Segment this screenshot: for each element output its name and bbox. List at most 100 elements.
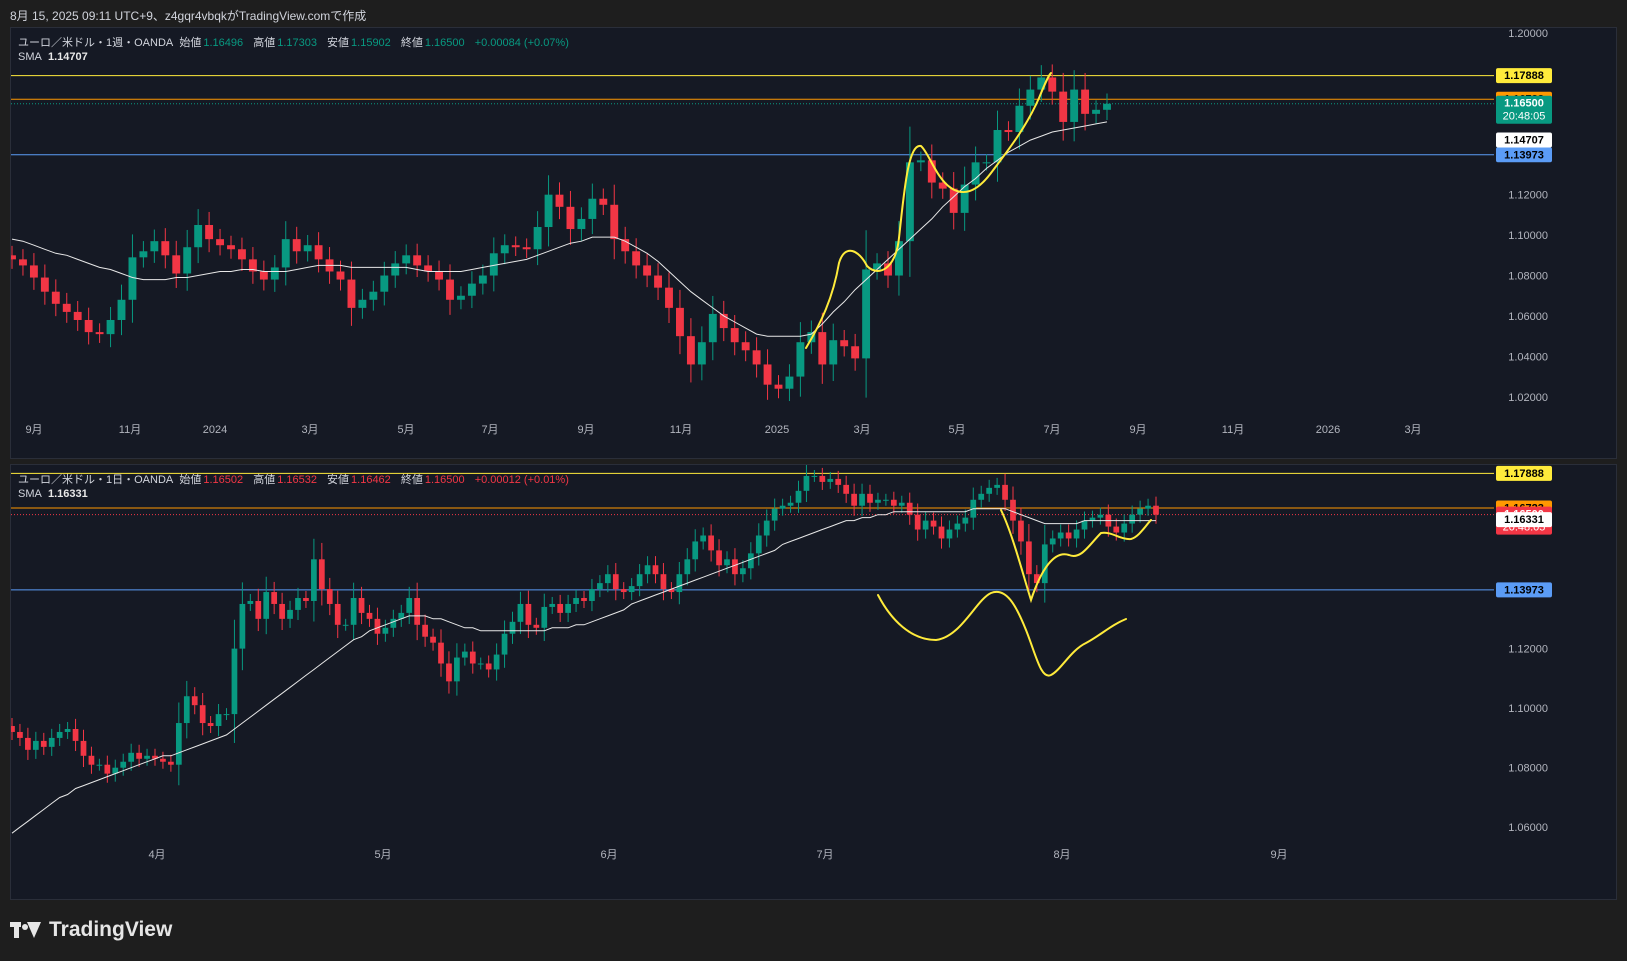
candle-body <box>62 303 71 312</box>
price-tag-label: 1.17888 <box>1504 468 1544 480</box>
candle-body <box>946 529 953 539</box>
candle-body <box>144 755 150 759</box>
candle-body <box>88 755 95 765</box>
y-tick-label: 1.10000 <box>1508 230 1548 242</box>
daily-sma-legend: SMA 1.16331 <box>18 488 88 500</box>
candle-body <box>342 624 349 626</box>
candle-body <box>358 299 367 308</box>
candle-body <box>382 627 389 634</box>
candle-body <box>1113 526 1120 533</box>
candle-body <box>740 568 746 575</box>
candle-body <box>1073 529 1080 539</box>
candle-body <box>406 598 413 613</box>
candle-body <box>172 255 181 274</box>
candle-body <box>161 241 170 256</box>
x-tick-label: 7月 <box>481 424 498 436</box>
candle-body <box>80 740 87 756</box>
candle-body <box>898 502 905 506</box>
candle-body <box>369 291 378 300</box>
price-tag-label: 1.16331 <box>1504 514 1544 526</box>
daily-chart-pane[interactable]: ユーロ／米ドル・1日・OANDA 始値 1.16502 高値 1.16532 安値 1… <box>10 464 1617 900</box>
candle-body <box>128 752 135 762</box>
candle-body <box>270 267 279 280</box>
price-scale-tag <box>1496 582 1552 598</box>
candle-body <box>763 364 772 385</box>
candle-body <box>96 764 103 766</box>
candle-body <box>632 251 641 266</box>
candle-body <box>227 245 235 250</box>
candle-body <box>336 271 345 280</box>
x-tick-label: 11月 <box>670 424 692 436</box>
candle-body <box>752 350 761 365</box>
candle-body <box>1015 105 1024 133</box>
candle-body <box>922 520 929 530</box>
candle-body <box>314 245 323 260</box>
candle-body <box>263 592 270 619</box>
candle-body <box>1010 499 1016 521</box>
y-tick-label: 1.20000 <box>1508 28 1548 40</box>
candle-body <box>1026 541 1032 575</box>
candle-body <box>1026 89 1035 106</box>
candle-body <box>1070 89 1079 122</box>
candle-body <box>414 598 421 625</box>
candle-body <box>391 263 400 276</box>
candle-body <box>544 194 553 228</box>
candle-body <box>500 245 509 254</box>
candle-body <box>215 714 222 727</box>
candle-body <box>424 265 433 272</box>
candle-body <box>1059 91 1068 122</box>
tradingview-logo-icon <box>10 919 43 941</box>
candle-body <box>978 493 985 500</box>
candle-body <box>311 559 317 601</box>
x-tick-label: 5月 <box>397 424 414 436</box>
weekly-chart-pane[interactable]: ユーロ／米ドル・1週・OANDA 始値 1.16496 高値 1.17303 安値 1… <box>10 27 1617 459</box>
candle-body <box>927 160 936 183</box>
candle-body <box>884 263 892 276</box>
candle-body <box>588 198 597 219</box>
x-tick-label: 9月 <box>25 424 42 436</box>
candle-body <box>422 624 428 637</box>
candle-body <box>741 342 750 351</box>
y-tick-label: 1.02000 <box>1508 392 1548 404</box>
candle-body <box>435 271 443 280</box>
candle-body <box>785 376 794 389</box>
candle-body <box>223 714 230 716</box>
price-scale-tag <box>1496 147 1552 163</box>
weekly-change: +0.00084 (+0.07%) <box>474 37 569 49</box>
candle-body <box>1097 514 1104 518</box>
candle-body <box>106 319 115 335</box>
candle-body <box>287 609 293 619</box>
candle-body <box>589 589 595 601</box>
daily-high: 1.16532 <box>277 474 317 486</box>
daily-legend: ユーロ／米ドル・1日・OANDA 始値 1.16502 高値 1.16532 安値 1… <box>18 474 569 486</box>
candle-body <box>566 206 575 230</box>
candle-body <box>84 319 93 333</box>
tradingview-brand[interactable]: TradingView <box>10 918 172 942</box>
candle-body <box>1081 520 1088 530</box>
candle-body <box>612 574 619 590</box>
candle-body <box>183 696 190 724</box>
weekly-close: 1.16500 <box>424 37 465 49</box>
candle-body <box>51 291 60 304</box>
candle-body <box>730 328 739 343</box>
candle-body <box>644 565 651 575</box>
candle-body <box>779 505 786 509</box>
candle-body <box>621 239 630 252</box>
candle-body <box>636 574 643 587</box>
candle-body <box>1004 130 1013 133</box>
candle-body <box>1065 532 1072 539</box>
candle-body <box>811 475 818 477</box>
x-tick-label: 5月 <box>948 424 965 436</box>
candle-body <box>150 241 159 252</box>
x-tick-label: 2026 <box>1316 424 1340 436</box>
candle-body <box>597 583 603 590</box>
candle-body <box>599 198 608 205</box>
daily-open: 1.16502 <box>203 474 244 486</box>
candle-body <box>259 271 268 280</box>
price-scale-tag <box>1496 68 1552 84</box>
candle-body <box>11 726 15 732</box>
candle-body <box>654 275 662 288</box>
candle-body <box>840 340 849 347</box>
candle-body <box>851 346 860 359</box>
candle-body <box>1145 505 1151 509</box>
